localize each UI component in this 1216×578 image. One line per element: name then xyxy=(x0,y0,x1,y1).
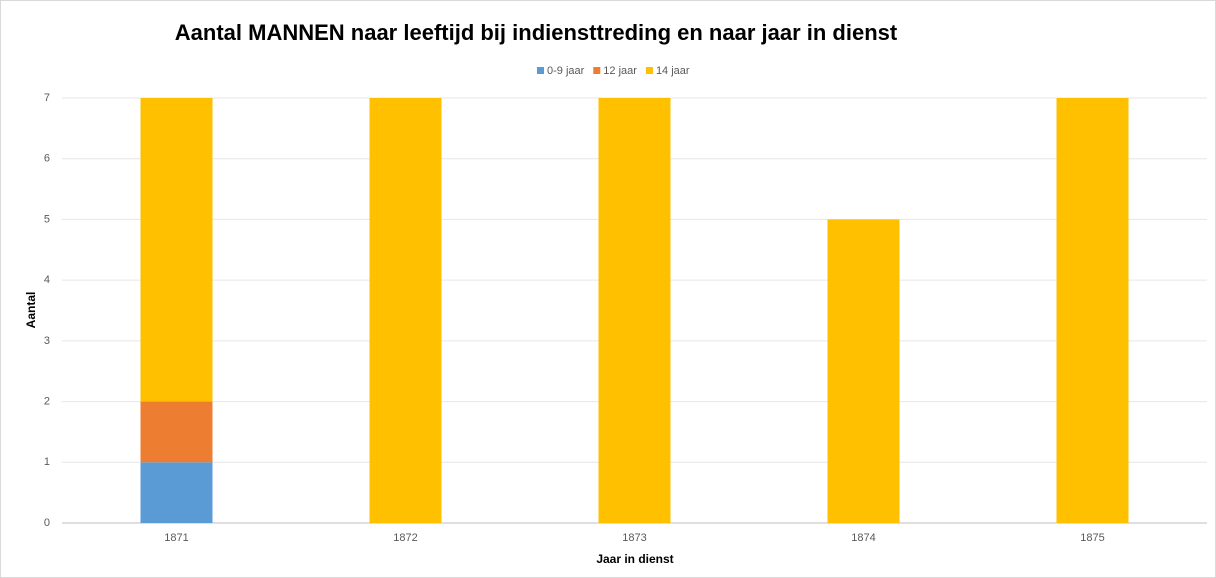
bar-segment xyxy=(140,462,213,523)
chart-title: Aantal MANNEN naar leeftijd bij indienst… xyxy=(175,20,898,45)
legend-swatch xyxy=(537,67,544,74)
x-tick-label: 1874 xyxy=(851,532,875,544)
x-tick-label: 1872 xyxy=(393,532,417,544)
y-axis-label: Aantal xyxy=(24,292,38,329)
y-tick-label: 4 xyxy=(44,274,50,286)
legend-label: 0-9 jaar xyxy=(547,65,585,77)
y-tick-label: 6 xyxy=(44,153,50,165)
y-tick-label: 0 xyxy=(44,517,50,529)
legend-swatch xyxy=(593,67,601,74)
bar-segment xyxy=(140,401,213,463)
x-axis-label: Jaar in dienst xyxy=(596,552,673,566)
bar-segment xyxy=(598,98,671,523)
legend-label: 12 jaar xyxy=(603,65,637,77)
bar-segment xyxy=(1056,98,1129,523)
y-tick-label: 3 xyxy=(44,335,50,347)
bar-segment xyxy=(369,98,442,523)
legend-swatch xyxy=(645,67,653,74)
y-tick-label: 7 xyxy=(44,92,50,104)
x-tick-label: 1873 xyxy=(622,532,646,544)
y-tick-label: 1 xyxy=(44,456,50,468)
bar-segment xyxy=(140,98,213,402)
y-tick-label: 5 xyxy=(44,213,50,225)
x-tick-label: 1871 xyxy=(164,532,188,544)
bar-segment xyxy=(827,219,900,523)
legend-label: 14 jaar xyxy=(656,65,690,77)
y-tick-label: 2 xyxy=(44,395,50,407)
x-tick-label: 1875 xyxy=(1080,532,1104,544)
